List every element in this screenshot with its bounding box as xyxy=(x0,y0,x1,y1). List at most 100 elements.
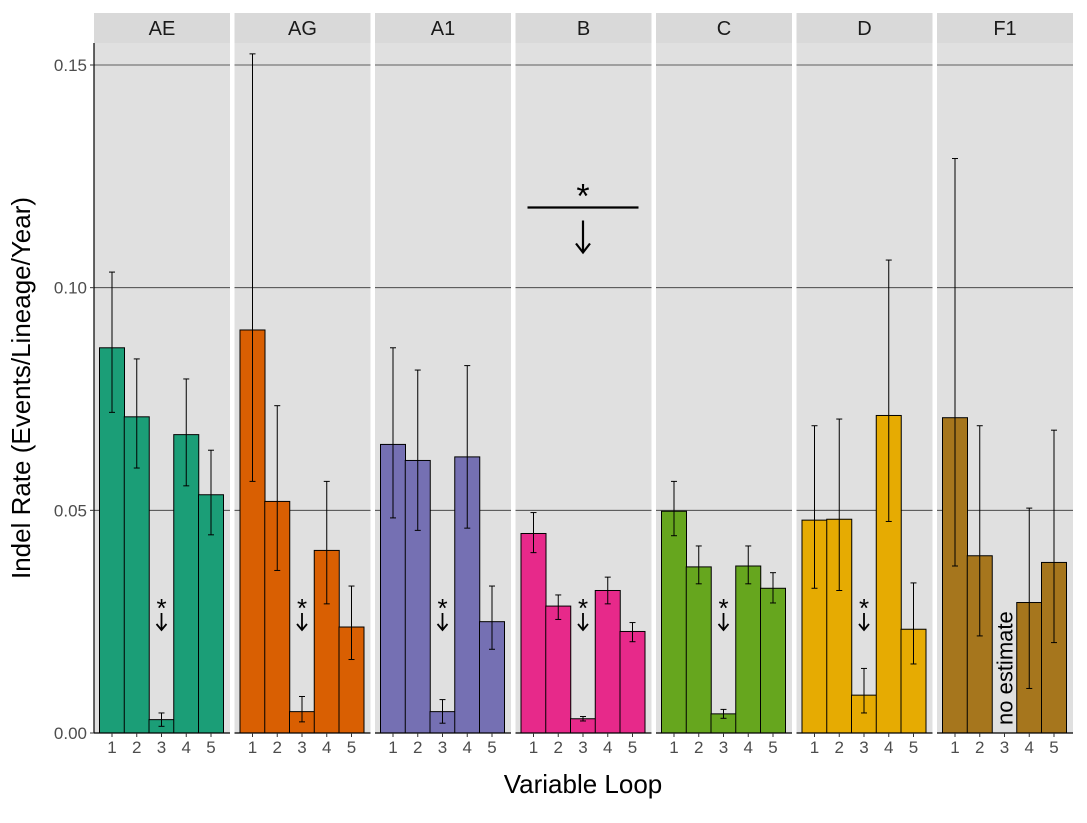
y-tick-label: 0.00 xyxy=(54,724,87,743)
error-bar xyxy=(530,512,537,554)
error-bar xyxy=(671,480,677,537)
x-tick-label: 4 xyxy=(182,738,191,757)
x-tick-label: 3 xyxy=(438,738,447,757)
error-bar xyxy=(489,585,495,650)
error-bar xyxy=(952,158,958,567)
x-tick-label: 2 xyxy=(975,738,984,757)
error-bar xyxy=(604,576,611,605)
facet-b: B 1 2 3 4 5 * * xyxy=(515,13,652,757)
down-arrow-head xyxy=(296,623,308,632)
facet-strip xyxy=(515,13,652,43)
error-bar xyxy=(976,425,983,637)
down-arrow-head xyxy=(575,242,591,255)
error-bar xyxy=(414,369,421,531)
facet-strip xyxy=(796,13,933,43)
significance-marker: * xyxy=(296,593,308,632)
facet-panels: AE1 2 3 4 5*AG1 2 3 4 5*A11 2 3 4 5*B1 2 3 4 5**C1 2 3 4 5*D… xyxy=(94,13,1073,757)
significance-star: * xyxy=(578,593,588,623)
bar xyxy=(735,565,762,734)
facet-strip xyxy=(937,13,1073,43)
facet-strip-label: AE xyxy=(149,18,176,40)
x-tick-label: 1 xyxy=(669,738,678,757)
x-tick-label: 5 xyxy=(487,738,496,757)
error-bar xyxy=(323,480,330,605)
facet-d: D 1 2 3 4 5 * xyxy=(796,13,933,757)
error-bar xyxy=(439,699,446,724)
group-significance: * xyxy=(527,178,639,255)
bar xyxy=(661,510,687,734)
error-bar xyxy=(580,716,586,722)
y-axis: 0.00 0.05 0.10 0.15 xyxy=(54,43,95,743)
x-tick-label: 5 xyxy=(768,738,777,757)
down-arrow-head xyxy=(436,623,449,632)
x-tick-label: 3 xyxy=(1000,738,1009,757)
error-bar xyxy=(274,405,281,571)
x-tick-label: 4 xyxy=(322,738,331,757)
x-tick-label: 5 xyxy=(628,738,637,757)
error-bar xyxy=(695,545,702,585)
significance-star: * xyxy=(156,593,166,623)
x-tick-label: 2 xyxy=(413,738,422,757)
significance-marker: * xyxy=(155,593,168,632)
significance-marker: * xyxy=(717,593,730,632)
error-bar xyxy=(720,708,727,719)
x-tick-label: 4 xyxy=(884,738,893,757)
facet-strip-label: D xyxy=(857,18,871,40)
x-tick-label: 5 xyxy=(347,738,356,757)
x-tick-label: 2 xyxy=(132,738,141,757)
bar xyxy=(685,566,712,734)
error-bar xyxy=(249,53,256,482)
error-bar xyxy=(861,667,867,714)
error-bar xyxy=(464,365,471,529)
facet-strip xyxy=(656,13,792,43)
down-arrow-head xyxy=(717,623,730,632)
facet-strip-label: A1 xyxy=(431,18,455,40)
y-tick-label: 0.10 xyxy=(54,279,87,298)
y-tick-label: 0.05 xyxy=(54,501,87,520)
bar xyxy=(545,605,572,734)
error-bar xyxy=(910,582,917,665)
x-tick-label: 1 xyxy=(248,738,257,757)
significance-marker: * xyxy=(858,593,870,632)
x-tick-label: 1 xyxy=(950,738,959,757)
facet-strip-label: AG xyxy=(288,18,317,40)
x-tick-label: 2 xyxy=(554,738,563,757)
down-arrow-head xyxy=(155,623,168,632)
x-tick-label: 1 xyxy=(388,738,397,757)
y-tick-label: 0.15 xyxy=(54,56,87,75)
error-bar xyxy=(629,622,636,643)
significance-star: * xyxy=(437,593,447,623)
bar xyxy=(760,587,786,734)
x-tick-label: 3 xyxy=(578,738,587,757)
error-bar xyxy=(770,572,776,604)
x-tick-label: 3 xyxy=(859,738,868,757)
error-bar xyxy=(885,259,892,522)
significance-star: * xyxy=(859,593,869,623)
error-bar xyxy=(811,425,818,589)
facet-strip xyxy=(375,13,511,43)
x-axis-title: Variable Loop xyxy=(504,769,663,799)
facet-strip xyxy=(94,13,230,43)
error-bar xyxy=(390,347,396,519)
x-tick-label: 2 xyxy=(835,738,844,757)
down-arrow-head xyxy=(577,623,589,632)
facet-ag: AG 1 2 3 4 5 * xyxy=(234,13,371,757)
x-tick-label: 4 xyxy=(603,738,612,757)
significance-star: * xyxy=(297,593,307,623)
error-bar xyxy=(1026,507,1033,689)
facet-c: C 1 2 3 4 5 * xyxy=(656,13,792,757)
facet-ae: AE 1 2 3 4 5 * xyxy=(94,13,230,757)
error-bar xyxy=(208,449,214,536)
facet-strip xyxy=(234,13,371,43)
y-axis-title: Indel Rate (Events/Lineage/Year) xyxy=(6,197,36,579)
x-tick-label: 2 xyxy=(694,738,703,757)
significance-star: * xyxy=(718,593,728,623)
x-tick-label: 3 xyxy=(719,738,728,757)
significance-marker: * xyxy=(577,593,589,632)
facet-strip-label: C xyxy=(717,18,731,40)
error-bar xyxy=(1051,429,1057,644)
facet-strip-label: B xyxy=(577,18,590,40)
no-estimate-label: no estimate xyxy=(993,611,1018,725)
x-tick-label: 4 xyxy=(1025,738,1034,757)
error-bar xyxy=(183,378,190,487)
